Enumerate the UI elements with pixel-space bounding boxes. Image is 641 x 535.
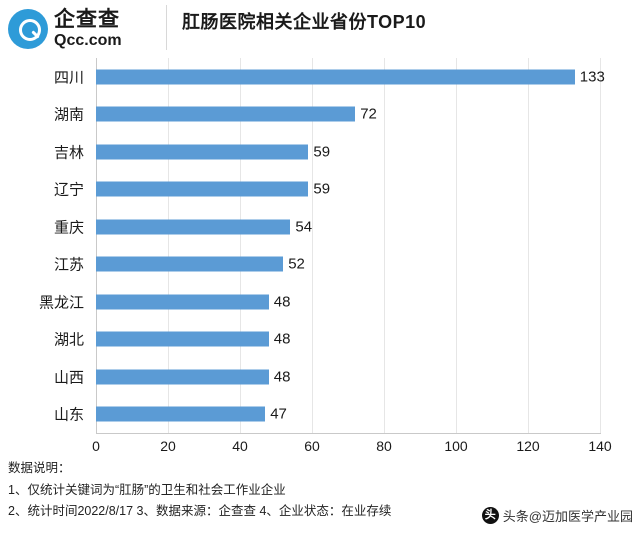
bar bbox=[96, 369, 269, 385]
bar bbox=[96, 406, 266, 422]
x-tick-label: 0 bbox=[92, 438, 100, 454]
header-divider bbox=[166, 5, 167, 50]
x-tick-label: 140 bbox=[588, 438, 612, 454]
category-label: 湖南 bbox=[53, 106, 84, 124]
bar bbox=[96, 219, 291, 235]
category-label: 重庆 bbox=[53, 219, 84, 237]
bar bbox=[96, 181, 309, 197]
bar-value-label: 59 bbox=[313, 180, 331, 198]
plot-area: 四川 133 湖南 72 吉林 59 辽宁 59 重庆 54 江苏 52 黑龙江 48 湖北 48 山西 48 山东… bbox=[39, 58, 605, 434]
category-label: 山西 bbox=[53, 369, 84, 387]
brand-logo: 企查查 Qcc.com bbox=[8, 5, 168, 53]
x-axis-line bbox=[96, 433, 601, 434]
chart-row: 山西 48 bbox=[54, 358, 600, 396]
bar-value-label: 48 bbox=[273, 330, 291, 348]
x-tick-label: 120 bbox=[516, 438, 540, 454]
chart-container: 四川 133 湖南 72 吉林 59 辽宁 59 重庆 54 江苏 52 黑龙江 48 湖北 48 山西 48 山东… bbox=[0, 52, 641, 454]
bar-value-label: 72 bbox=[360, 105, 377, 123]
page-header: 企查查 Qcc.com 肛肠医院相关企业省份TOP10 bbox=[0, 0, 641, 58]
x-tick-label: 60 bbox=[304, 438, 320, 454]
bar-value-label: 133 bbox=[579, 68, 605, 86]
chart-row: 重庆 54 bbox=[54, 208, 600, 246]
toutiao-icon: 头 bbox=[481, 507, 499, 524]
watermark: 头 头条@迈加医学产业园 bbox=[481, 506, 633, 525]
brand-name-en: Qcc.com bbox=[54, 32, 122, 49]
gridline bbox=[312, 58, 313, 433]
chart-row: 湖南 72 bbox=[54, 96, 600, 134]
bar-value-label: 48 bbox=[273, 293, 291, 311]
bar-value-label: 59 bbox=[313, 143, 331, 161]
x-tick-label: 80 bbox=[376, 438, 392, 454]
chart-row: 江苏 52 bbox=[54, 246, 600, 284]
chart-row: 黑龙江 48 bbox=[39, 283, 600, 321]
gridline bbox=[240, 58, 241, 433]
chart-row: 辽宁 59 bbox=[54, 171, 600, 209]
chart-row: 山东 47 bbox=[54, 396, 600, 434]
chart-row: 吉林 59 bbox=[54, 133, 600, 171]
bar-value-label: 54 bbox=[295, 218, 313, 236]
bar bbox=[96, 69, 575, 85]
footnote-line-1: 数据说明： bbox=[8, 461, 71, 475]
footnote-line-3: 2、统计时间2022/8/17 3、数据来源：企查查 4、企业状态：在业存续 bbox=[8, 504, 392, 518]
chart-row: 湖北 48 bbox=[54, 321, 600, 359]
page-title: 肛肠医院相关企业省份TOP10 bbox=[182, 12, 427, 32]
bar-value-label: 47 bbox=[270, 405, 287, 423]
brand-text: 企查查 Qcc.com bbox=[54, 9, 122, 49]
brand-name-cn: 企查查 bbox=[54, 8, 120, 31]
watermark-text: 头条@迈加医学产业园 bbox=[502, 509, 633, 524]
bar bbox=[96, 331, 269, 347]
magnifier-circle-icon bbox=[8, 9, 48, 49]
category-label: 黑龙江 bbox=[38, 294, 84, 312]
footnotes: 数据说明： 1、仅统计关键词为“肛肠”的卫生和社会工作业企业 2、统计时间202… bbox=[8, 458, 468, 523]
gridline bbox=[456, 58, 457, 433]
x-tick-label: 20 bbox=[160, 438, 176, 454]
bar-value-label: 52 bbox=[288, 255, 305, 273]
bar-value-label: 48 bbox=[273, 368, 291, 386]
category-label: 山东 bbox=[53, 406, 84, 424]
chart-row: 四川 133 bbox=[54, 58, 605, 96]
y-axis-line bbox=[96, 58, 97, 434]
bar bbox=[96, 106, 356, 122]
gridline bbox=[528, 58, 529, 433]
bar bbox=[96, 144, 309, 160]
gridline bbox=[600, 58, 601, 433]
footnote-line-2: 1、仅统计关键词为“肛肠”的卫生和社会工作业企业 bbox=[8, 482, 286, 497]
bar bbox=[96, 294, 269, 310]
gridline bbox=[384, 58, 385, 433]
x-tick-label: 40 bbox=[232, 438, 248, 454]
category-label: 四川 bbox=[53, 69, 84, 87]
category-label: 吉林 bbox=[53, 144, 84, 162]
x-tick-label: 100 bbox=[444, 438, 468, 454]
category-label: 湖北 bbox=[53, 331, 84, 349]
category-label: 辽宁 bbox=[53, 181, 84, 199]
gridline bbox=[168, 58, 169, 433]
bar bbox=[96, 256, 284, 272]
category-label: 江苏 bbox=[53, 256, 84, 274]
